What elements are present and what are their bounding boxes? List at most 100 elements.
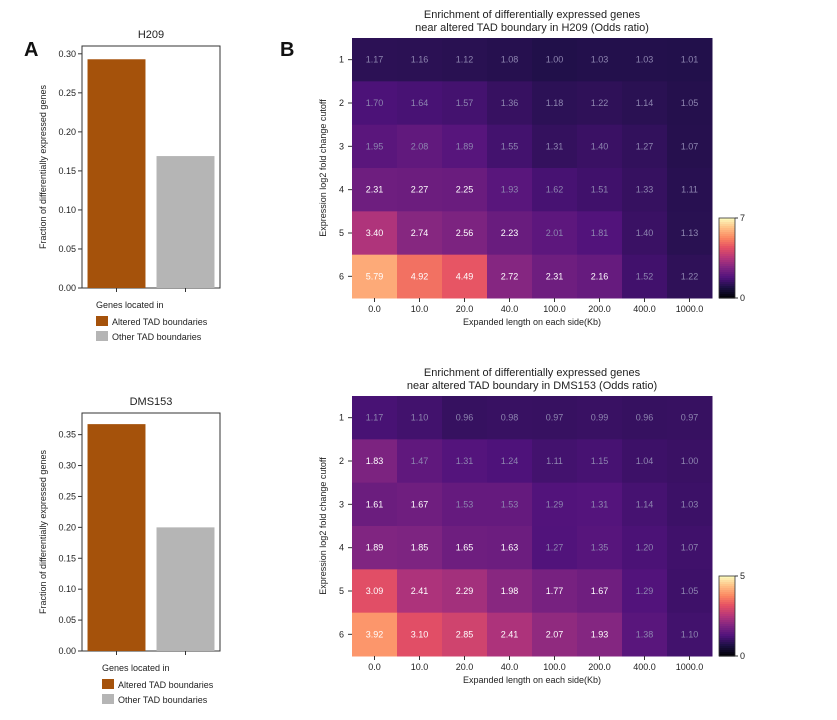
- colorbar-segment: [719, 578, 735, 581]
- cell-value: 1.33: [636, 185, 654, 195]
- panel-letter-b: B: [280, 39, 294, 61]
- x-tick-label: 20.0: [456, 304, 474, 314]
- heatmap-cell: [397, 526, 443, 570]
- colorbar-tick-label: 5: [740, 571, 745, 581]
- cell-value: 0.99: [591, 413, 609, 423]
- heatmap-cell: [442, 526, 488, 570]
- y-tick-label: 0.30: [58, 49, 76, 59]
- legend-label: Altered TAD boundaries: [112, 317, 208, 327]
- colorbar-segment: [719, 614, 735, 617]
- colorbar-segment: [719, 586, 735, 589]
- colorbar-segment: [719, 602, 735, 605]
- y-axis-label: Expression log2 fold change cutoff: [318, 457, 328, 595]
- heatmap-cell: [397, 211, 443, 256]
- cell-value: 1.00: [546, 55, 564, 65]
- colorbar-segment: [719, 608, 735, 611]
- heatmap-cell: [532, 569, 578, 614]
- cell-value: 1.14: [636, 98, 654, 108]
- y-tick-label: 0.05: [58, 244, 76, 254]
- heatmap-cell: [352, 526, 398, 570]
- heatmap-cell: [667, 569, 713, 614]
- colorbar-segment: [719, 598, 735, 601]
- heatmap-cell: [577, 168, 623, 212]
- colorbar-segment: [719, 596, 735, 599]
- heatmap-cell: [577, 612, 623, 657]
- colorbar-segment: [719, 624, 735, 627]
- heatmap-cell: [352, 168, 398, 212]
- cell-value: 1.04: [636, 456, 654, 466]
- cell-value: 1.81: [591, 228, 609, 238]
- cell-value: 0.98: [501, 413, 519, 423]
- cell-value: 1.22: [591, 98, 609, 108]
- chart-title-line: Enrichment of differentially expressed g…: [424, 9, 641, 21]
- x-tick-label: 10.0: [411, 304, 429, 314]
- cell-value: 1.51: [591, 185, 609, 195]
- cell-value: 1.11: [681, 185, 698, 195]
- heatmap-cell: [442, 38, 488, 82]
- y-tick-label: 1: [339, 413, 344, 423]
- y-tick-label: 0.10: [58, 205, 76, 215]
- y-tick-label: 5: [339, 586, 344, 596]
- cell-value: 1.10: [411, 413, 429, 423]
- heatmap-cell: [352, 439, 398, 484]
- colorbar-segment: [719, 600, 735, 603]
- heatmap-cell: [487, 482, 533, 527]
- heatmap-cell: [442, 124, 488, 169]
- colorbar-segment: [719, 270, 735, 273]
- bar-chart-2: DMS153 0.00 0.05 0.10 0.15 0.20 0.25 0.30 0.35 Fr…: [38, 396, 221, 705]
- x-tick-label: 40.0: [501, 304, 519, 314]
- heatmap-cell: [622, 124, 668, 169]
- x-axis-label: Expanded length on each side(Kb): [463, 317, 601, 327]
- cell-value: 1.40: [591, 141, 609, 151]
- colorbar-segment: [719, 638, 735, 641]
- colorbar-segment: [719, 576, 735, 579]
- colorbar-segment: [719, 642, 735, 645]
- cell-value: 1.40: [636, 228, 654, 238]
- colorbar-segment: [719, 222, 735, 225]
- cell-value: 1.85: [411, 543, 429, 553]
- colorbar-segment: [719, 260, 735, 263]
- bar-other-tad-boundaries: [156, 527, 215, 651]
- colorbar-segment: [719, 246, 735, 249]
- colorbar-segment: [719, 232, 735, 235]
- y-tick-label: 0.05: [58, 615, 76, 625]
- colorbar-segment: [719, 580, 735, 583]
- heatmap-cell: [532, 124, 578, 169]
- colorbar-segment: [719, 644, 735, 647]
- heatmap-1: Enrichment of differentially expressed g…: [318, 9, 745, 327]
- cell-value: 1.36: [501, 98, 519, 108]
- x-tick-label: 0.0: [368, 304, 381, 314]
- cell-value: 1.27: [546, 543, 564, 553]
- cell-value: 1.89: [366, 543, 384, 553]
- colorbar-segment: [719, 242, 735, 245]
- colorbar-tick-label: 0: [740, 651, 745, 661]
- cell-value: 1.95: [366, 141, 384, 151]
- colorbar-segment: [719, 230, 735, 233]
- cell-value: 1.14: [636, 499, 654, 509]
- colorbar-segment: [719, 236, 735, 239]
- heatmap-cell: [667, 396, 713, 440]
- cell-value: 1.24: [501, 456, 519, 466]
- legend-swatch: [102, 694, 114, 704]
- cell-value: 4.49: [456, 271, 474, 281]
- cell-value: 1.64: [411, 98, 429, 108]
- legend-title: Genes located in: [102, 663, 170, 673]
- colorbar-segment: [719, 234, 735, 237]
- heatmap-cell: [667, 124, 713, 169]
- colorbar-segment: [719, 238, 735, 241]
- colorbar-segment: [719, 604, 735, 607]
- cell-value: 3.92: [366, 629, 384, 639]
- heatmap-cell: [487, 38, 533, 82]
- cell-value: 1.31: [546, 141, 564, 151]
- legend-swatch: [96, 331, 108, 341]
- legend-label: Other TAD boundaries: [118, 695, 208, 705]
- cell-value: 3.09: [366, 586, 384, 596]
- heatmap-cell: [532, 526, 578, 570]
- heatmap-cell: [352, 211, 398, 256]
- x-axis-label: Expanded length on each side(Kb): [463, 675, 601, 685]
- colorbar-frame: [718, 217, 736, 299]
- heatmap-cell: [532, 211, 578, 256]
- cell-value: 1.29: [636, 586, 654, 596]
- cell-value: 2.01: [546, 228, 564, 238]
- colorbar-segment: [719, 252, 735, 255]
